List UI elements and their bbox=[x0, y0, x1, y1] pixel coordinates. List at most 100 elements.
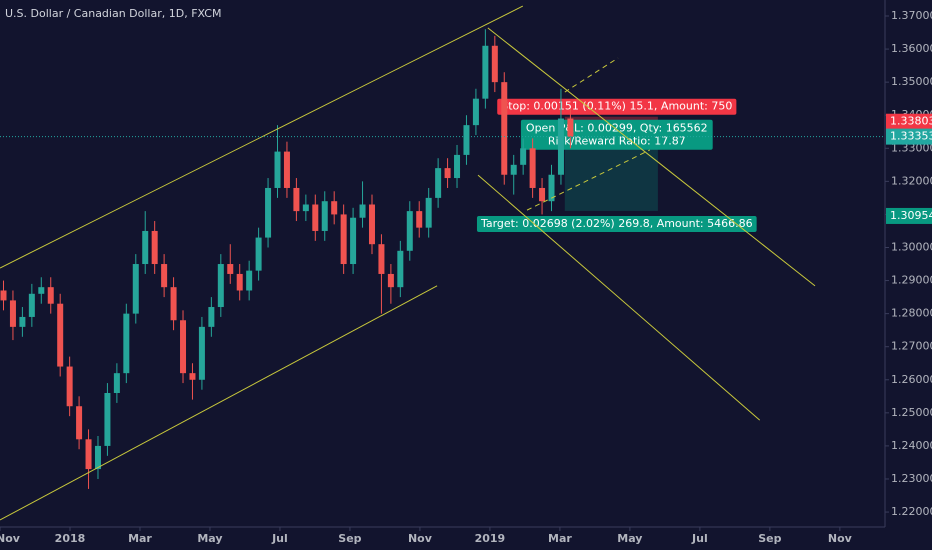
candle-body bbox=[359, 204, 366, 218]
candle-body bbox=[66, 366, 73, 407]
candle-body bbox=[255, 237, 262, 271]
candle-body bbox=[19, 316, 26, 327]
candle-body bbox=[283, 151, 290, 188]
x-tick-label: Sep bbox=[338, 532, 361, 545]
x-tick-label: 2018 bbox=[55, 532, 86, 545]
x-tick-label: May bbox=[197, 532, 222, 545]
candle-body bbox=[189, 373, 196, 380]
candle-body bbox=[9, 300, 16, 327]
x-tick-label: Nov bbox=[828, 532, 853, 545]
candle-body bbox=[520, 148, 527, 165]
trend-line bbox=[477, 174, 761, 421]
candle-body bbox=[331, 201, 338, 215]
candle-body bbox=[227, 264, 234, 274]
candle-body bbox=[198, 326, 205, 380]
candle-body bbox=[47, 287, 54, 304]
candle-body bbox=[567, 118, 574, 137]
y-tick-label: 1.23000 bbox=[891, 472, 932, 485]
y-tick-label: 1.28000 bbox=[891, 307, 932, 320]
y-tick-label: 1.27000 bbox=[891, 340, 932, 353]
candle-body bbox=[94, 445, 101, 470]
candle-body bbox=[501, 82, 508, 175]
candle-body bbox=[387, 273, 394, 288]
price-label-box bbox=[886, 207, 932, 224]
chart-title: U.S. Dollar / Canadian Dollar, 1D, FXCM bbox=[5, 7, 221, 20]
candle-body bbox=[425, 197, 432, 228]
candle-body bbox=[435, 168, 442, 198]
candle-body bbox=[57, 303, 64, 367]
candle-body bbox=[454, 154, 461, 179]
candle-body bbox=[151, 230, 158, 265]
candle-body bbox=[142, 230, 149, 265]
position-label: Risk/Reward Ratio: 17.87 bbox=[548, 135, 686, 148]
x-tick-label: Jul bbox=[271, 532, 288, 545]
candle-body bbox=[472, 98, 479, 126]
trend-line bbox=[526, 149, 651, 211]
candle-body bbox=[274, 151, 281, 188]
candle-body bbox=[246, 270, 253, 291]
candle-body bbox=[548, 174, 555, 202]
y-tick-label: 1.37000 bbox=[891, 9, 932, 22]
price-label: 1.30954 bbox=[890, 209, 932, 222]
x-tick-label: Nov bbox=[408, 532, 433, 545]
candle-body bbox=[302, 204, 309, 212]
position-label-box bbox=[476, 215, 757, 232]
x-tick-label: Nov bbox=[0, 532, 21, 545]
candle-body bbox=[28, 293, 35, 317]
x-tick-label: Sep bbox=[758, 532, 781, 545]
price-label-box bbox=[886, 113, 932, 130]
trend-line bbox=[0, 285, 438, 521]
position-label: Target: 0.02698 (2.02%) 269.8, Amount: 5… bbox=[480, 217, 753, 230]
trend-line bbox=[564, 57, 619, 93]
x-tick-label: May bbox=[617, 532, 642, 545]
y-tick-label: 1.29000 bbox=[891, 274, 932, 287]
candle-body bbox=[76, 406, 83, 440]
candle-body bbox=[340, 214, 347, 265]
y-tick-label: 1.22000 bbox=[891, 505, 932, 518]
candle-body bbox=[38, 287, 45, 294]
position-label-box bbox=[497, 98, 737, 115]
candle-body bbox=[557, 118, 564, 175]
candle-body bbox=[236, 273, 243, 291]
price-label: 1.33803 bbox=[890, 115, 932, 128]
candle-body bbox=[132, 264, 139, 314]
candle-body bbox=[104, 393, 111, 446]
candle-body bbox=[321, 201, 328, 231]
y-tick-label: 1.25000 bbox=[891, 406, 932, 419]
position-label: Stop: 0.00151 (0.11%) 15.1, Amount: 750 bbox=[501, 100, 732, 113]
y-tick-label: 1.24000 bbox=[891, 439, 932, 452]
trend-line bbox=[487, 27, 816, 287]
candle-body bbox=[293, 187, 300, 212]
position-stop-zone bbox=[564, 116, 658, 122]
y-tick-label: 1.30000 bbox=[891, 240, 932, 253]
x-tick-label: Jul bbox=[691, 532, 708, 545]
candle-body bbox=[265, 187, 272, 238]
candle-body bbox=[85, 439, 92, 470]
candle-body bbox=[510, 164, 517, 175]
candle-body bbox=[350, 217, 357, 265]
y-tick-label: 1.26000 bbox=[891, 373, 932, 386]
candle-body bbox=[170, 287, 177, 321]
candle-body bbox=[539, 187, 546, 202]
candle-body bbox=[529, 148, 536, 188]
candle-body bbox=[180, 320, 187, 374]
candle-body bbox=[406, 211, 413, 251]
candle-body bbox=[161, 264, 168, 288]
candle-body bbox=[123, 313, 130, 374]
candle-body bbox=[463, 125, 470, 155]
candle-body bbox=[378, 244, 385, 274]
price-label: 1.33353 bbox=[890, 130, 932, 143]
candle-body bbox=[113, 373, 120, 394]
candle-body bbox=[312, 204, 319, 231]
y-tick-label: 1.36000 bbox=[891, 42, 932, 55]
candle-body bbox=[368, 204, 375, 245]
x-tick-label: Mar bbox=[548, 532, 572, 545]
candle-body bbox=[491, 45, 498, 83]
candle-body bbox=[416, 211, 423, 228]
candle-body bbox=[482, 45, 489, 99]
candle-body bbox=[0, 290, 7, 301]
candle-body bbox=[444, 168, 451, 179]
position-label: Open P&L: 0.00299, Qty: 165562 bbox=[526, 122, 708, 135]
